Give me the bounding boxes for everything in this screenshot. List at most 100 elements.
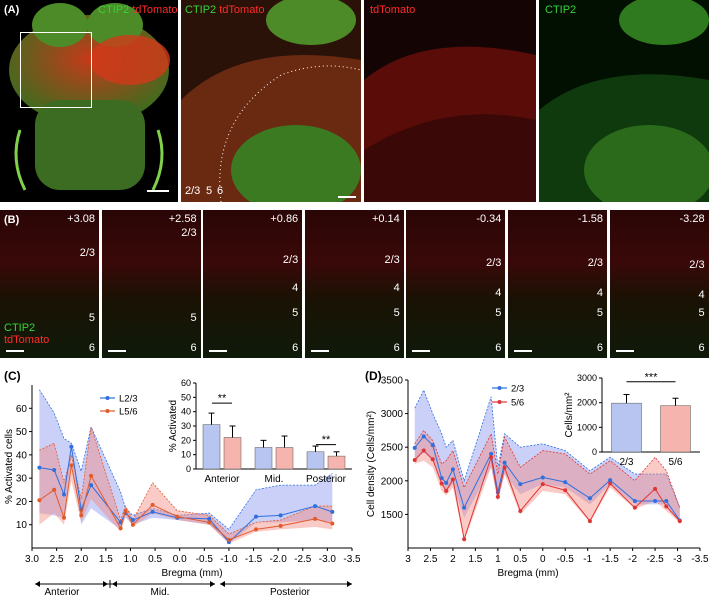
data-point (62, 515, 66, 520)
data-point (439, 481, 444, 486)
data-point (587, 519, 592, 524)
x-tick-label: 0.0 (173, 554, 187, 565)
data-point (226, 537, 231, 542)
data-point (412, 445, 417, 450)
layer-label: 5 (292, 307, 299, 319)
data-point (69, 463, 74, 468)
layer-label: 6 (495, 342, 502, 354)
data-point (450, 467, 455, 472)
layer-label: 5 (698, 307, 705, 319)
data-point (653, 498, 658, 503)
data-point (540, 475, 545, 480)
x-tick-label: 1.5 (468, 554, 482, 565)
legend-label: L5/6 (119, 407, 138, 418)
x-tick-label: 0.5 (513, 554, 527, 565)
data-point (130, 522, 135, 527)
sig-stars: ** (322, 434, 331, 446)
section-image: +3.08 2/3 5 6 (0, 210, 99, 358)
data-point (62, 492, 66, 497)
data-point (653, 486, 658, 491)
inset-bar (306, 451, 325, 470)
layer-label: 6 (88, 342, 95, 354)
x-tick-label: 0.5 (148, 554, 162, 565)
roi-box (20, 32, 92, 108)
y-tick-label: 20 (16, 497, 28, 508)
scale-bar (107, 350, 126, 352)
data-point (313, 516, 318, 521)
data-point (462, 537, 467, 542)
panel-c-chart: 10 20 30 40 50 60 3.0 2.5 2.0 1.5 1.0 0.5 0.0 -0.5 -1.… (4, 378, 360, 597)
x-tick-label: -1.0 (220, 554, 238, 565)
x-tick-label: -3.5 (691, 554, 709, 565)
data-point (518, 509, 523, 514)
layer-label-23: 2/3 (185, 185, 201, 197)
bregma-label: +0.14 (371, 213, 400, 225)
data-point (495, 494, 500, 499)
band-edge (39, 389, 333, 530)
inset-category-label: 5/6 (669, 457, 683, 468)
data-point (677, 519, 682, 524)
section-image: +0.86 2/3 4 5 6 (203, 210, 303, 358)
inset-bar (254, 447, 273, 470)
panel-a-label: (A) (4, 4, 20, 16)
section-image: -0.34 2/3 4 5 6 (406, 210, 506, 358)
layer-label: 6 (292, 342, 299, 354)
data-point (563, 480, 568, 485)
layer-label: 4 (698, 289, 705, 301)
data-point (502, 465, 507, 470)
sig-stars: *** (645, 371, 659, 383)
data-point (69, 444, 74, 449)
x-tick-label: -2.5 (294, 554, 312, 565)
data-point (587, 496, 592, 501)
panel-a-4-label: CTIP2 (545, 4, 577, 16)
scale-bar (209, 350, 228, 352)
x-tick-label: 1 (495, 554, 501, 565)
data-point (89, 473, 94, 478)
arrow-head (103, 581, 108, 587)
ctip2-image (539, 0, 709, 202)
data-point (540, 482, 545, 487)
inset-category-label: Anterior (204, 474, 240, 485)
data-point (130, 518, 135, 523)
data-point (489, 451, 494, 456)
data-point (421, 448, 426, 453)
data-point (175, 514, 180, 519)
inset-category-label: Mid. (265, 474, 284, 485)
x-tick-label: 2.5 (50, 554, 64, 565)
data-point (150, 502, 155, 507)
y-tick-label: 1500 (381, 510, 404, 521)
x-tick-label: -0.5 (196, 554, 214, 565)
layer-label: 4 (596, 287, 603, 299)
data-point (79, 513, 84, 518)
y-axis-title: Cell density (Cells/mm²) (366, 411, 377, 517)
data-point (123, 508, 128, 513)
inset-category-label: Posterior (306, 474, 347, 485)
inset-y-tick-label: 60 (181, 378, 191, 388)
scale-bar (615, 350, 634, 352)
scale-bar (338, 196, 356, 198)
sig-stars: ** (218, 393, 227, 405)
legend-marker (497, 400, 502, 404)
section-image: -1.58 2/3 4 5 6 (508, 210, 607, 358)
data-point (118, 526, 123, 531)
data-point (150, 509, 155, 514)
data-point (207, 520, 212, 525)
data-point (278, 523, 283, 528)
arrow-head (112, 581, 117, 587)
data-point (450, 477, 455, 482)
inset-bar (202, 424, 221, 470)
layer-label: 4 (393, 282, 400, 294)
data-point (489, 455, 494, 460)
x-tick-label: 1.0 (124, 554, 138, 565)
bregma-label: +0.86 (270, 213, 299, 225)
data-point (89, 483, 94, 488)
y-tick-label: 50 (16, 427, 28, 438)
region-label: Posterior (270, 587, 311, 597)
section-image: +2.58 2/3 5 6 (101, 210, 201, 358)
band-edge (414, 389, 681, 508)
data-point (421, 434, 426, 439)
bregma-label: -1.58 (577, 213, 603, 225)
y-tick-label: 3000 (381, 409, 404, 420)
x-tick-label: -3.0 (319, 554, 337, 565)
